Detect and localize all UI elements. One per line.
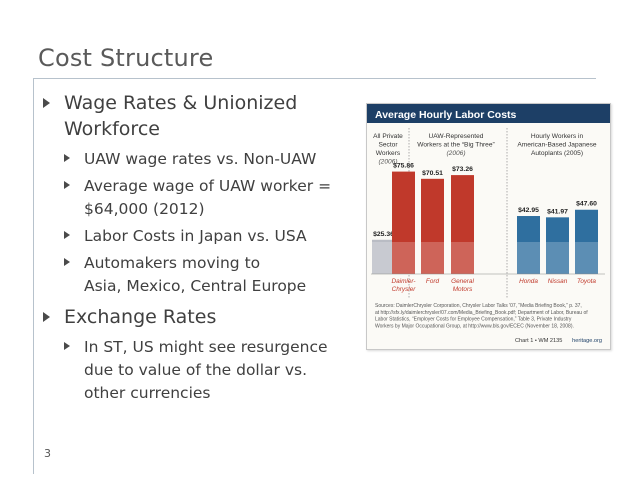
bar-value-label: $25.36 [373,231,394,238]
bar-lower-band [421,242,444,274]
bullet-level2: Labor Costs in Japan vs. USA [62,225,340,248]
bar-lower-band [575,242,598,274]
labor-cost-chart: Average Hourly Labor Costs All Private Sec… [366,103,611,350]
chart-source-text: Workers by Major Occupational Group, at … [375,323,574,329]
sub-bullet-text: due to value of the dollar vs. [84,361,308,379]
chart-footer-right: heritage.org [572,338,602,344]
category-label: Nissan [548,278,568,285]
bullet-level2: Average wage of UAW worker = $64,000 (201… [62,175,340,221]
bar-value-label: $70.51 [422,170,443,177]
bar-lower-band [451,242,474,274]
category-label: Daimler- [391,278,415,285]
bar-lower-band [546,242,569,274]
bar-lower-band [372,242,395,274]
group-header-text: All Private [373,133,403,140]
bar [546,217,569,274]
bar-lower-band [392,242,415,274]
chart-title: Average Hourly Labor Costs [375,109,517,121]
category-label: Chrysler [392,286,417,293]
bar-value-label: $42.95 [518,207,539,214]
category-label: Motors [453,286,473,293]
bullet-level1: Exchange Rates [40,304,340,330]
bar [421,178,444,274]
title-divider [33,78,596,79]
bar-value-label: $41.97 [547,208,568,215]
chart-source-text: Sources: DaimlerChrysler Corporation, Ch… [375,303,582,309]
group-header-text: UAW-Represented [429,133,484,140]
sub-bullet-text: $64,000 (2012) [84,200,205,218]
chart-source-text: at http://sfx.ly/daimlerchrysler/07.com/… [375,310,588,316]
bullet-arrow-icon [64,342,70,350]
bullet-list: Wage Rates & Unionized Workforce UAW wage … [40,90,340,409]
group-header-year: (2006) [378,159,397,166]
bar-value-label: $75.86 [393,163,414,170]
group-header-text: Workers [376,150,401,157]
group-header-text: Hourly Workers in [531,133,584,140]
bar [392,171,415,274]
category-label: Toyota [577,278,596,285]
sub-bullet-text: Asia, Mexico, Central Europe [84,277,307,295]
sub-bullet-text: Labor Costs in Japan vs. USA [84,227,307,245]
bar [517,216,540,274]
chart-footer-left: Chart 1 • WM 2135 [515,338,562,344]
bullet-arrow-icon [64,258,70,266]
bullet-text: Workforce [64,118,160,140]
bullet-arrow-icon [64,181,70,189]
bullet-arrow-icon [64,231,70,239]
bullet-arrow-icon [43,98,50,108]
sub-bullet-text: UAW wage rates vs. Non-UAW [84,150,317,168]
sub-bullet-text: Automakers moving to [84,254,261,272]
bar-value-label: $73.26 [452,166,473,173]
chart-source-text: Labor Statistics, “Employer Costs for Em… [375,317,572,323]
bullet-arrow-icon [64,154,70,162]
bullet-level2: Automakers moving to Asia, Mexico, Centra… [62,252,340,298]
group-header-text: American-Based Japanese [517,142,597,149]
chart-title-bar [367,104,610,123]
bullet-text: Wage Rates & Unionized [64,92,298,114]
bullet-level2: In ST, US might see resurgence due to val… [62,336,340,405]
left-divider [33,78,34,474]
group-header-text: Autoplants (2005) [531,150,583,157]
sub-bullet-text: Average wage of UAW worker = [84,177,332,195]
bar [372,239,395,274]
page-number: 3 [44,447,51,460]
chart-canvas: Average Hourly Labor Costs All Private Sec… [367,104,610,344]
bar [451,175,474,274]
bar [575,209,598,274]
group-header-text: Sector [378,142,398,149]
sub-bullet-text: other currencies [84,384,211,402]
group-header-year: (2006) [446,150,465,157]
bullet-arrow-icon [43,312,50,322]
bullet-level1: Wage Rates & Unionized Workforce [40,90,340,142]
category-label: Honda [519,278,538,285]
bullet-text: Exchange Rates [64,306,217,328]
category-label: Ford [426,278,440,285]
bar-value-label: $47.60 [576,201,597,208]
bar-lower-band [517,242,540,274]
group-header-text: Workers at the “Big Three” [417,142,494,149]
sub-bullet-text: In ST, US might see resurgence [84,338,328,356]
slide-title: Cost Structure [38,44,214,72]
category-label: General [451,278,474,285]
bullet-level2: UAW wage rates vs. Non-UAW [62,148,340,171]
